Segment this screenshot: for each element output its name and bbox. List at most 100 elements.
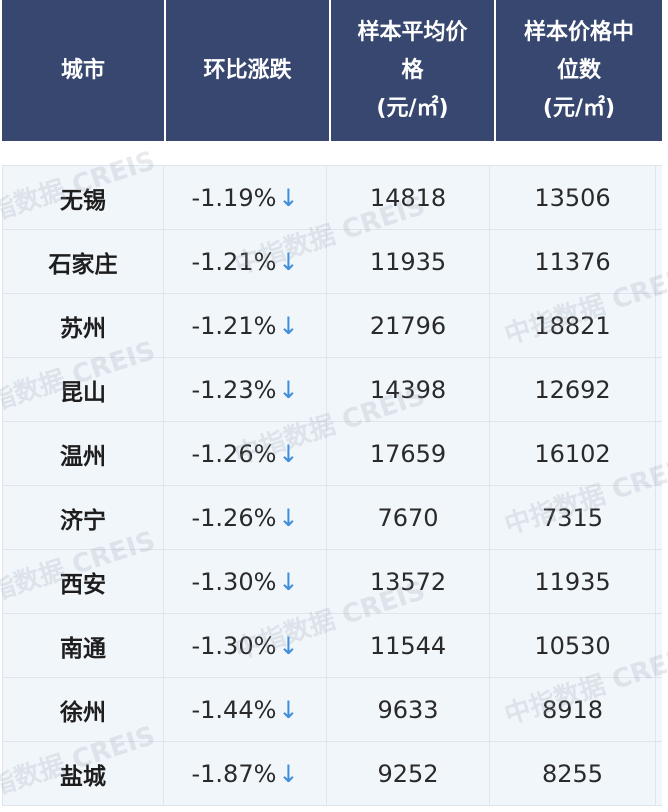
- city-cell: 济宁: [2, 486, 164, 549]
- down-arrow-icon: ↓: [278, 375, 299, 404]
- city-cell-text: 苏州: [60, 315, 106, 342]
- city-cell-text: 盐城: [60, 763, 106, 790]
- avg-price-cell: 11935: [327, 230, 490, 293]
- city-cell-text: 徐州: [60, 699, 106, 726]
- change-cell: -1.30% ↓: [164, 614, 327, 677]
- city-cell-text: 昆山: [60, 379, 106, 406]
- change-cell-text: -1.26%: [191, 439, 277, 468]
- header-text: 环比涨跌: [203, 57, 292, 83]
- change-cell-text: -1.30%: [191, 567, 277, 596]
- median-price-cell-text: 12692: [534, 375, 611, 404]
- median-price-cell-text: 8918: [541, 695, 604, 724]
- down-arrow-icon: ↓: [278, 247, 299, 276]
- header-text: (元/㎡): [376, 95, 449, 121]
- header-text: 城市: [60, 57, 105, 83]
- change-cell: -1.30% ↓: [164, 550, 327, 613]
- change-cell-text: -1.21%: [191, 247, 277, 276]
- table-row: 徐州 -1.44% ↓ 9633 8918: [2, 678, 662, 742]
- median-price-cell: 13506: [490, 166, 656, 229]
- change-cell-text: -1.26%: [191, 503, 277, 532]
- avg-price-cell-text: 11544: [369, 631, 447, 660]
- median-price-cell-text: 16102: [534, 439, 611, 468]
- change-cell-text: -1.23%: [191, 375, 277, 404]
- header-text: 样本平均价: [357, 19, 468, 45]
- median-price-cell-text: 11376: [534, 247, 611, 276]
- change-cell-text: -1.44%: [191, 695, 277, 724]
- median-price-cell: 11935: [490, 550, 656, 613]
- change-cell: -1.21% ↓: [164, 294, 327, 357]
- city-cell: 石家庄: [2, 230, 164, 293]
- avg-price-cell-text: 14818: [369, 183, 447, 212]
- down-arrow-icon: ↓: [278, 567, 299, 596]
- median-price-cell-text: 8255: [541, 759, 604, 788]
- median-price-cell: 16102: [490, 422, 656, 485]
- city-cell: 徐州: [2, 678, 164, 741]
- avg-price-cell: 17659: [327, 422, 490, 485]
- avg-price-cell-text: 21796: [369, 311, 447, 340]
- city-cell: 西安: [2, 550, 164, 613]
- table-row: 盐城 -1.87% ↓ 9252 8255: [2, 742, 662, 806]
- header-city: 城市: [2, 0, 164, 141]
- avg-price-cell: 14818: [327, 166, 490, 229]
- table-row: 济宁 -1.26% ↓ 7670 7315: [2, 486, 662, 550]
- median-price-cell: 11376: [490, 230, 656, 293]
- city-cell-text: 温州: [60, 443, 106, 470]
- median-price-cell: 18821: [490, 294, 656, 357]
- city-cell-text: 南通: [60, 635, 106, 662]
- avg-price-cell-text: 17659: [369, 439, 447, 468]
- table-row: 昆山 -1.23% ↓ 14398 12692: [2, 358, 662, 422]
- change-cell: -1.19% ↓: [164, 166, 327, 229]
- table-row: 苏州 -1.21% ↓ 21796 18821: [2, 294, 662, 358]
- table-body: 无锡 -1.19% ↓ 14818 13506 石家庄 -1.21% ↓ 11935 11376 苏…: [2, 165, 662, 806]
- median-price-cell: 12692: [490, 358, 656, 421]
- median-price-cell: 8918: [490, 678, 656, 741]
- median-price-cell-text: 18821: [534, 311, 611, 340]
- avg-price-cell-text: 7670: [377, 503, 439, 532]
- header-median-price: 样本价格中位数 (元/㎡): [496, 0, 662, 141]
- table-row: 南通 -1.30% ↓ 11544 10530: [2, 614, 662, 678]
- avg-price-cell-text: 14398: [369, 375, 447, 404]
- avg-price-cell-text: 9252: [377, 759, 439, 788]
- avg-price-cell: 11544: [327, 614, 490, 677]
- change-cell-text: -1.21%: [191, 311, 277, 340]
- table-header: 城市 环比涨跌 样本平均价格 (元/㎡) 样本价格中位数 (元/㎡): [2, 0, 662, 141]
- change-cell: -1.21% ↓: [164, 230, 327, 293]
- avg-price-cell-text: 11935: [369, 247, 447, 276]
- median-price-cell: 7315: [490, 486, 656, 549]
- city-cell: 温州: [2, 422, 164, 485]
- change-cell: -1.23% ↓: [164, 358, 327, 421]
- down-arrow-icon: ↓: [278, 311, 299, 340]
- change-cell: -1.26% ↓: [164, 486, 327, 549]
- down-arrow-icon: ↓: [278, 439, 299, 468]
- city-cell: 盐城: [2, 742, 164, 805]
- avg-price-cell: 9252: [327, 742, 490, 805]
- down-arrow-icon: ↓: [278, 503, 299, 532]
- down-arrow-icon: ↓: [278, 631, 299, 660]
- header-text: 格: [401, 57, 424, 83]
- change-cell: -1.87% ↓: [164, 742, 327, 805]
- table-row: 温州 -1.26% ↓ 17659 16102: [2, 422, 662, 486]
- change-cell: -1.26% ↓: [164, 422, 327, 485]
- avg-price-cell: 21796: [327, 294, 490, 357]
- avg-price-cell-text: 13572: [369, 567, 447, 596]
- city-cell: 苏州: [2, 294, 164, 357]
- down-arrow-icon: ↓: [278, 695, 299, 724]
- change-cell-text: -1.87%: [191, 759, 277, 788]
- avg-price-cell-text: 9633: [377, 695, 439, 724]
- table-row: 无锡 -1.19% ↓ 14818 13506: [2, 166, 662, 230]
- header-text: (元/㎡): [542, 95, 616, 121]
- header-avg-price: 样本平均价格 (元/㎡): [331, 0, 494, 141]
- avg-price-cell: 13572: [327, 550, 490, 613]
- city-cell-text: 石家庄: [48, 251, 118, 278]
- avg-price-cell: 9633: [327, 678, 490, 741]
- header-text: 位数: [556, 57, 601, 83]
- median-price-cell: 10530: [490, 614, 656, 677]
- median-price-cell-text: 7315: [541, 503, 604, 532]
- header-text: 样本价格中: [523, 19, 634, 45]
- median-price-cell-text: 10530: [534, 631, 611, 660]
- city-cell-text: 济宁: [60, 507, 106, 534]
- avg-price-cell: 14398: [327, 358, 490, 421]
- city-cell: 南通: [2, 614, 164, 677]
- city-cell: 无锡: [2, 166, 164, 229]
- table-row: 西安 -1.30% ↓ 13572 11935: [2, 550, 662, 614]
